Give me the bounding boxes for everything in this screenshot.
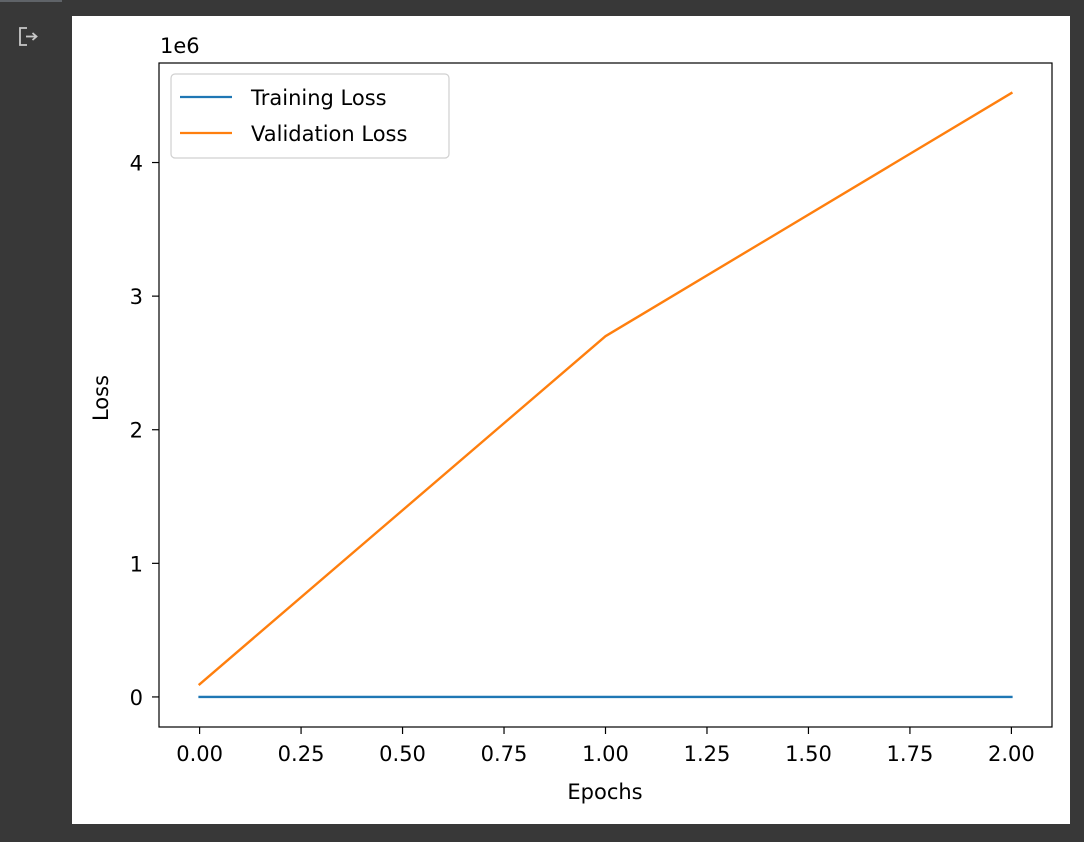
- x-tick-label: 1.25: [684, 742, 731, 766]
- legend-frame: [170, 73, 450, 159]
- x-tick-label: 1.75: [887, 742, 934, 766]
- series-line-validation-loss: [197, 91, 1014, 686]
- x-tick-label: 0.75: [481, 742, 528, 766]
- y-tick-label: 0: [130, 686, 143, 710]
- legend: Training Loss Validation Loss: [170, 73, 450, 159]
- output-gutter: [0, 0, 62, 842]
- axis-ticks: 0.00 0.25 0.50 0.75 1.00 1.25 1.50 1.75 2.00 0 1 2 3…: [130, 152, 1035, 766]
- offset-text: 1e6: [160, 34, 200, 58]
- y-axis-label: Loss: [89, 375, 113, 421]
- y-tick-label: 4: [130, 152, 143, 176]
- series-lines: [197, 91, 1014, 699]
- x-tick-label: 2.00: [988, 742, 1035, 766]
- x-axis-label: Epochs: [567, 780, 642, 804]
- x-tick-label: 1.00: [582, 742, 629, 766]
- legend-label-validation: Validation Loss: [251, 122, 407, 146]
- output-redirect-icon[interactable]: [16, 24, 42, 50]
- y-tick-label: 3: [130, 285, 143, 309]
- y-tick-label: 2: [130, 419, 143, 443]
- axes-frame: [158, 62, 1053, 728]
- loss-chart: 0.00 0.25 0.50 0.75 1.00 1.25 1.50 1.75 2.00 0 1 2 3…: [89, 34, 1053, 804]
- x-tick-label: 0.25: [278, 742, 325, 766]
- cell-divider: [0, 0, 62, 2]
- x-tick-label: 1.50: [785, 742, 832, 766]
- legend-label-training: Training Loss: [250, 86, 387, 110]
- x-tick-label: 0.50: [379, 742, 426, 766]
- x-tick-label: 0.00: [176, 742, 223, 766]
- y-tick-label: 1: [130, 552, 143, 576]
- matplotlib-figure: 0.00 0.25 0.50 0.75 1.00 1.25 1.50 1.75 2.00 0 1 2 3…: [72, 16, 1070, 824]
